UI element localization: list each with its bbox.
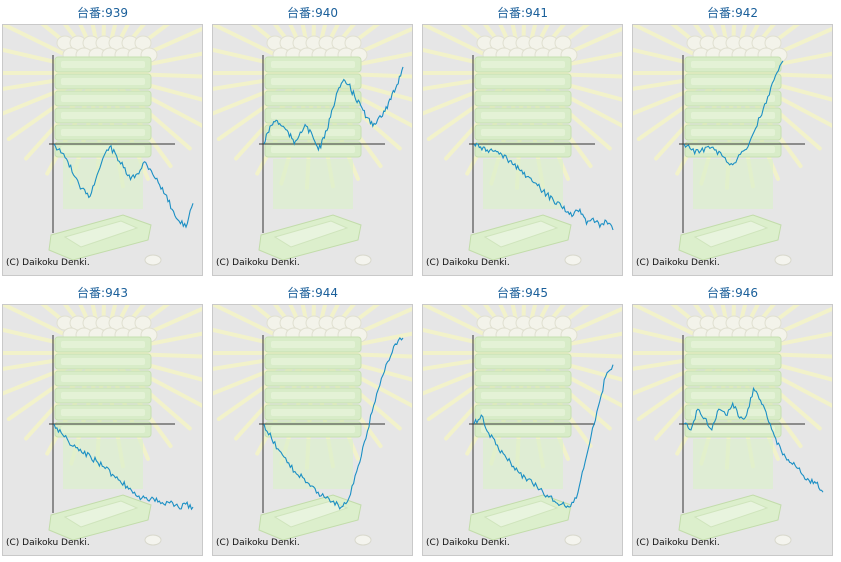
machine-number-title[interactable]: 台番:939 bbox=[2, 6, 203, 20]
chart-plot-939 bbox=[49, 55, 194, 233]
coin-icon bbox=[774, 254, 792, 266]
machine-body bbox=[474, 336, 572, 489]
series-line bbox=[263, 336, 404, 510]
series-line bbox=[683, 60, 784, 166]
series-line bbox=[263, 66, 404, 152]
machine-chart-939: 台番:939 (C) Daikoku Denki. bbox=[2, 0, 203, 276]
coin-icon bbox=[354, 254, 372, 266]
machine-chart-942: 台番:942 (C) Daikoku Denki. bbox=[632, 0, 833, 276]
chart-plot-944 bbox=[259, 335, 404, 513]
coin-icon bbox=[144, 254, 162, 266]
coin-icon bbox=[564, 534, 582, 546]
title-prefix: 台番: bbox=[287, 286, 316, 300]
copyright-text: (C) Daikoku Denki. bbox=[426, 538, 510, 548]
coin-icon bbox=[774, 534, 792, 546]
copyright-text: (C) Daikoku Denki. bbox=[636, 538, 720, 548]
coin-cluster bbox=[686, 35, 788, 63]
coin-icon bbox=[144, 534, 162, 546]
machine-chart-946: 台番:946 (C) Daikoku Denki. bbox=[632, 280, 833, 556]
machine-number-title[interactable]: 台番:943 bbox=[2, 286, 203, 300]
coin-icon bbox=[354, 534, 372, 546]
coin-tray bbox=[678, 494, 782, 541]
slot-machine-graphic-icon bbox=[423, 25, 622, 266]
series-line bbox=[53, 423, 194, 511]
machine-number-title[interactable]: 台番:945 bbox=[422, 286, 623, 300]
coin-cluster bbox=[266, 315, 368, 343]
chart-plot-943 bbox=[49, 335, 194, 513]
machine-body bbox=[54, 56, 152, 209]
copyright-text: (C) Daikoku Denki. bbox=[636, 258, 720, 268]
machine-number-title[interactable]: 台番:940 bbox=[212, 6, 413, 20]
series-line bbox=[473, 364, 614, 509]
machine-body bbox=[264, 336, 362, 489]
copyright-text: (C) Daikoku Denki. bbox=[6, 538, 90, 548]
title-prefix: 台番: bbox=[77, 6, 106, 20]
series-line bbox=[473, 142, 614, 231]
coin-tray bbox=[678, 214, 782, 261]
slot-machine-graphic-icon bbox=[3, 25, 202, 266]
machine-number: 944 bbox=[315, 286, 338, 300]
title-prefix: 台番: bbox=[497, 6, 526, 20]
slot-machine-graphic-icon bbox=[213, 305, 412, 546]
coin-tray bbox=[258, 494, 362, 541]
chart-panel: (C) Daikoku Denki. bbox=[422, 24, 623, 276]
coin-tray bbox=[468, 214, 572, 261]
machine-body bbox=[684, 336, 782, 489]
copyright-text: (C) Daikoku Denki. bbox=[6, 258, 90, 268]
machine-number-title[interactable]: 台番:941 bbox=[422, 6, 623, 20]
chart-panel: (C) Daikoku Denki. bbox=[632, 24, 833, 276]
machine-number-title[interactable]: 台番:942 bbox=[632, 6, 833, 20]
chart-panel: (C) Daikoku Denki. bbox=[212, 304, 413, 556]
machine-chart-945: 台番:945 (C) Daikoku Denki. bbox=[422, 280, 623, 556]
coin-icon bbox=[564, 254, 582, 266]
series-line bbox=[683, 386, 824, 493]
chart-panel: (C) Daikoku Denki. bbox=[212, 24, 413, 276]
coin-tray bbox=[468, 494, 572, 541]
machine-number: 939 bbox=[105, 6, 128, 20]
machine-number: 942 bbox=[735, 6, 758, 20]
title-prefix: 台番: bbox=[287, 6, 316, 20]
chart-panel: (C) Daikoku Denki. bbox=[422, 304, 623, 556]
title-prefix: 台番: bbox=[77, 286, 106, 300]
slot-machine-graphic-icon bbox=[633, 25, 832, 266]
slot-machine-graphic-icon bbox=[213, 25, 412, 266]
chart-panel: (C) Daikoku Denki. bbox=[632, 304, 833, 556]
coin-tray bbox=[258, 214, 362, 261]
machine-body bbox=[264, 56, 362, 209]
machine-number-title[interactable]: 台番:946 bbox=[632, 286, 833, 300]
chart-plot-942 bbox=[679, 55, 805, 233]
machine-number: 946 bbox=[735, 286, 758, 300]
copyright-text: (C) Daikoku Denki. bbox=[216, 258, 300, 268]
machine-number: 940 bbox=[315, 6, 338, 20]
chart-plot-945 bbox=[469, 335, 614, 513]
machine-number: 943 bbox=[105, 286, 128, 300]
machine-number: 941 bbox=[525, 6, 548, 20]
slot-machine-graphic-icon bbox=[633, 305, 832, 546]
machine-chart-944: 台番:944 (C) Daikoku Denki. bbox=[212, 280, 413, 556]
slot-machine-graphic-icon bbox=[423, 305, 622, 546]
copyright-text: (C) Daikoku Denki. bbox=[216, 538, 300, 548]
chart-panel: (C) Daikoku Denki. bbox=[2, 304, 203, 556]
machine-number-title[interactable]: 台番:944 bbox=[212, 286, 413, 300]
title-prefix: 台番: bbox=[497, 286, 526, 300]
chart-panel: (C) Daikoku Denki. bbox=[2, 24, 203, 276]
machine-number: 945 bbox=[525, 286, 548, 300]
series-line bbox=[53, 143, 194, 229]
machine-chart-941: 台番:941 (C) Daikoku Denki. bbox=[422, 0, 623, 276]
title-prefix: 台番: bbox=[707, 6, 736, 20]
chart-plot-946 bbox=[679, 335, 824, 513]
chart-plot-940 bbox=[259, 55, 404, 233]
coin-tray bbox=[48, 214, 152, 261]
machine-chart-943: 台番:943 (C) Daikoku Denki. bbox=[2, 280, 203, 556]
chart-plot-941 bbox=[469, 55, 614, 233]
coin-cluster bbox=[476, 35, 578, 63]
copyright-text: (C) Daikoku Denki. bbox=[426, 258, 510, 268]
title-prefix: 台番: bbox=[707, 286, 736, 300]
machine-chart-940: 台番:940 (C) Daikoku Denki. bbox=[212, 0, 413, 276]
coin-tray bbox=[48, 494, 152, 541]
